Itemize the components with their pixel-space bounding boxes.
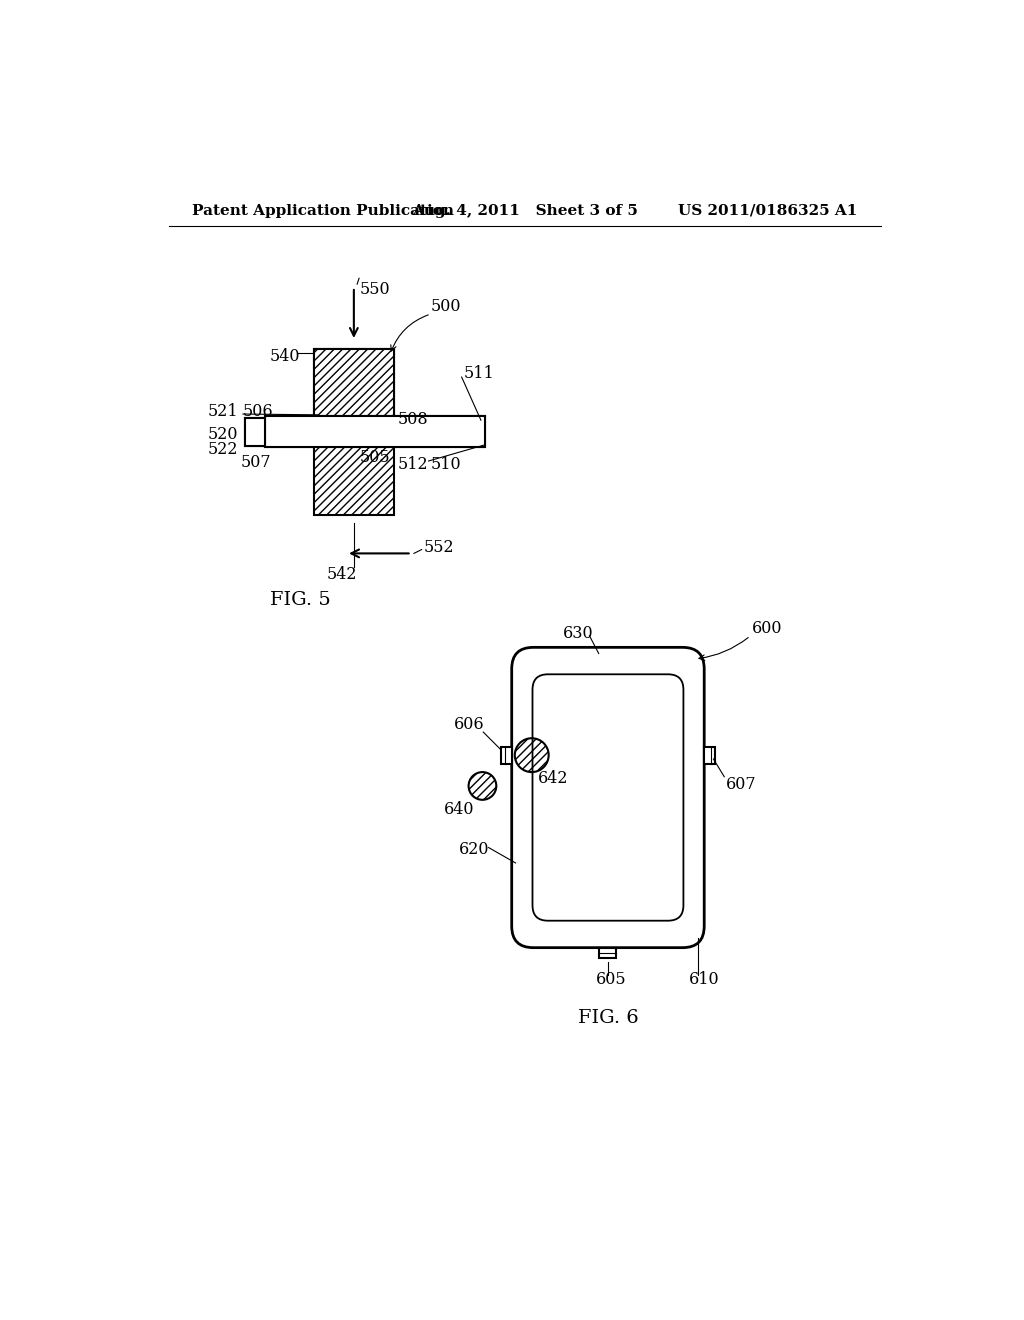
Text: Patent Application Publication: Patent Application Publication (193, 203, 455, 218)
Text: FIG. 5: FIG. 5 (269, 590, 331, 609)
Text: 605: 605 (596, 972, 627, 989)
Text: 511: 511 (463, 364, 494, 381)
Text: 500: 500 (431, 298, 462, 314)
Text: 507: 507 (241, 454, 271, 471)
Text: 520: 520 (208, 426, 238, 444)
Bar (265, 416, 484, 447)
Text: 542: 542 (327, 566, 357, 583)
Bar (245, 418, 265, 446)
Text: 642: 642 (538, 770, 568, 787)
Bar (313, 348, 394, 429)
Text: 610: 610 (689, 972, 720, 989)
Text: Aug. 4, 2011   Sheet 3 of 5: Aug. 4, 2011 Sheet 3 of 5 (412, 203, 638, 218)
Bar (705, 747, 715, 763)
Bar (501, 747, 512, 763)
Bar (313, 434, 394, 515)
FancyBboxPatch shape (532, 675, 683, 921)
Bar (599, 948, 616, 958)
Text: 630: 630 (563, 624, 594, 642)
Text: 606: 606 (454, 715, 484, 733)
Text: 506: 506 (243, 403, 273, 420)
Text: 640: 640 (444, 800, 474, 817)
Text: 505: 505 (360, 449, 390, 466)
Text: FIG. 6: FIG. 6 (578, 1010, 638, 1027)
FancyBboxPatch shape (512, 647, 705, 948)
Text: 512: 512 (397, 455, 428, 473)
Text: 540: 540 (269, 347, 300, 364)
Text: 550: 550 (360, 281, 390, 298)
Text: 600: 600 (752, 619, 782, 636)
Text: 510: 510 (431, 455, 462, 473)
Bar (265, 416, 484, 447)
Bar (313, 416, 394, 447)
Text: 620: 620 (460, 841, 489, 858)
Bar (313, 348, 394, 429)
Text: 607: 607 (726, 776, 757, 793)
Text: 521: 521 (208, 403, 239, 420)
Text: 508: 508 (397, 411, 428, 428)
Text: US 2011/0186325 A1: US 2011/0186325 A1 (678, 203, 857, 218)
Bar (245, 418, 265, 446)
Text: 552: 552 (423, 539, 454, 556)
Text: 522: 522 (208, 441, 238, 458)
